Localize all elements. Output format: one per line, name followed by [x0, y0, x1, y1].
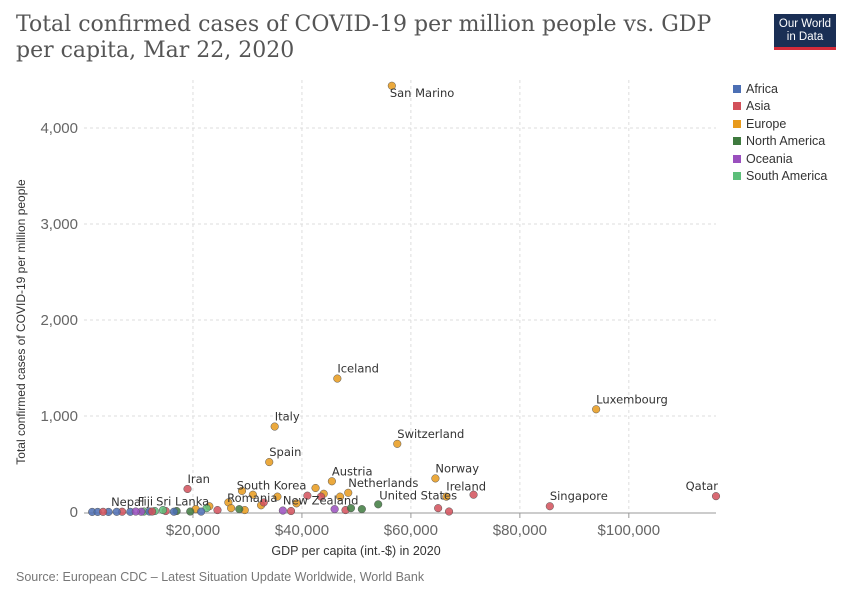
- data-point: [183, 484, 192, 494]
- point-label: Romania: [227, 491, 277, 505]
- x-tick-label: $40,000: [275, 522, 329, 539]
- data-point: [330, 505, 339, 514]
- data-point: [235, 505, 244, 514]
- point-label: Italy: [275, 410, 300, 424]
- data-point: [327, 477, 336, 486]
- legend: Africa Asia Europe North America Oceania Sout…: [733, 80, 827, 185]
- point-label: Luxembourg: [596, 392, 668, 406]
- data-point: [265, 458, 274, 467]
- point-label: Switzerland: [397, 427, 464, 441]
- data-point: [387, 81, 396, 90]
- data-point: [148, 507, 157, 516]
- data-point: [227, 504, 236, 513]
- data-point: [333, 374, 342, 383]
- data-point: [346, 504, 356, 513]
- point-label: Ireland: [446, 480, 486, 494]
- legend-item[interactable]: South America: [733, 168, 827, 186]
- legend-item[interactable]: Africa: [733, 80, 827, 98]
- point-label: San Marino: [390, 86, 455, 100]
- data-point: [592, 405, 601, 414]
- data-point: [169, 507, 178, 516]
- legend-label: Oceania: [746, 151, 793, 166]
- point-label: Norway: [435, 461, 479, 475]
- data-point: [303, 491, 312, 500]
- data-point: [270, 422, 279, 431]
- legend-swatch: [733, 119, 741, 128]
- point-label: Nepal: [111, 495, 144, 509]
- data-point: [316, 492, 326, 501]
- logo-line-1: Our World: [778, 18, 832, 30]
- data-point: [186, 507, 195, 516]
- data-point: [442, 492, 451, 501]
- legend-swatch: [733, 172, 741, 181]
- y-tick-label: 1,000: [40, 408, 78, 425]
- data-point: [336, 492, 345, 501]
- point-label: Spain: [269, 445, 301, 459]
- data-point: [374, 500, 383, 509]
- point-label: United States: [379, 488, 457, 502]
- point-label: Iceland: [337, 362, 379, 376]
- data-point: [273, 492, 282, 501]
- data-point: [292, 499, 301, 508]
- x-tick-label: $60,000: [384, 522, 438, 539]
- x-tick-label: $20,000: [166, 522, 220, 539]
- data-point: [545, 502, 554, 511]
- source-note: Source: European CDC – Latest Situation …: [16, 570, 425, 584]
- data-point: [248, 490, 257, 499]
- data-point: [197, 507, 206, 516]
- point-label: Singapore: [550, 489, 608, 503]
- legend-item[interactable]: North America: [733, 133, 827, 151]
- legend-label: Africa: [746, 81, 778, 96]
- legend-label: Europe: [746, 116, 787, 131]
- point-label: Fiji: [138, 495, 153, 509]
- point-label: Netherlands: [348, 476, 418, 490]
- data-point: [344, 488, 353, 497]
- y-tick-label: 2,000: [40, 312, 78, 329]
- legend-label: North America: [746, 134, 826, 149]
- point-label: Sri Lanka: [156, 495, 209, 509]
- legend-label: South America: [746, 169, 828, 184]
- owid-logo[interactable]: Our World in Data: [774, 14, 836, 50]
- legend-swatch: [733, 84, 741, 93]
- data-point: [259, 498, 268, 507]
- legend-swatch: [733, 137, 741, 146]
- data-point: [711, 492, 721, 501]
- x-tick-label: $100,000: [598, 522, 661, 539]
- data-point: [311, 483, 320, 493]
- data-point: [99, 507, 108, 516]
- data-point: [112, 507, 121, 516]
- data-point: [357, 505, 366, 514]
- y-tick-label: 0: [70, 504, 78, 521]
- legend-item[interactable]: Europe: [733, 115, 827, 133]
- data-point: [393, 439, 402, 448]
- data-point: [158, 506, 168, 515]
- data-point: [431, 474, 440, 483]
- data-point: [237, 486, 247, 495]
- data-point: [131, 507, 140, 516]
- y-tick-label: 4,000: [40, 120, 78, 137]
- x-axis-label: GDP per capita (int.-$) in 2020: [271, 544, 440, 558]
- point-label: New Zealand: [283, 494, 359, 508]
- point-label: Iran: [188, 472, 210, 486]
- point-label: Qatar: [686, 479, 719, 493]
- data-point: [469, 490, 478, 499]
- y-tick-label: 3,000: [40, 216, 78, 233]
- x-tick-label: $80,000: [493, 522, 547, 539]
- legend-swatch: [733, 102, 741, 111]
- legend-item[interactable]: Oceania: [733, 150, 827, 168]
- data-point: [213, 506, 222, 515]
- y-axis-label: Total confirmed cases of COVID-19 per mi…: [14, 179, 28, 465]
- data-point: [444, 507, 454, 516]
- point-label: Austria: [332, 464, 373, 478]
- legend-swatch: [733, 154, 741, 163]
- data-point: [278, 506, 287, 515]
- chart-title: Total confirmed cases of COVID-19 per mi…: [16, 12, 712, 63]
- point-label: South Korea: [237, 479, 307, 493]
- data-point: [434, 504, 443, 513]
- legend-item[interactable]: Asia: [733, 98, 827, 116]
- legend-label: Asia: [746, 99, 771, 114]
- data-point: [286, 506, 296, 516]
- logo-line-2: in Data: [786, 31, 824, 43]
